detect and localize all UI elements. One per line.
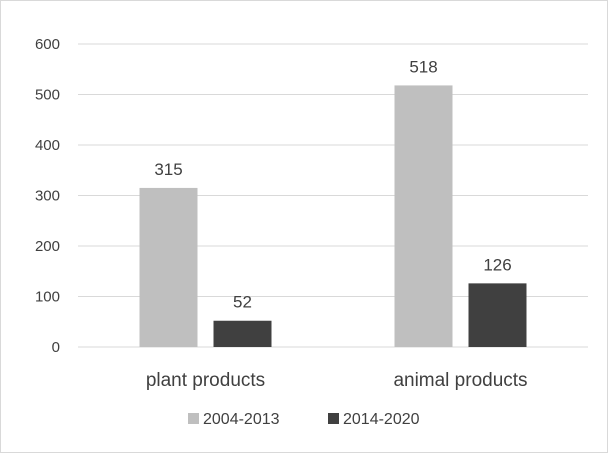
data-label: 126 [483, 255, 511, 274]
y-tick-label: 300 [35, 188, 60, 205]
y-axis-ticks: 0 100 200 300 400 500 600 [35, 36, 60, 356]
legend-swatch [328, 413, 339, 424]
data-label: 518 [409, 57, 437, 76]
legend-swatch [188, 413, 199, 424]
y-tick-label: 0 [52, 339, 60, 356]
x-axis-categories: plant products animal products [146, 370, 528, 391]
legend-label: 2014-2020 [343, 411, 420, 428]
legend-label: 2004-2013 [203, 411, 280, 428]
data-label: 315 [154, 160, 182, 179]
y-tick-label: 200 [35, 238, 60, 255]
y-tick-label: 100 [35, 289, 60, 306]
x-category-label: animal products [393, 370, 527, 391]
data-labels: 315 52 518 126 [154, 57, 511, 311]
bar-2014-2020-animal-products [468, 283, 527, 347]
bar-2014-2020-plant-products [213, 320, 272, 347]
data-label: 52 [233, 293, 252, 312]
x-category-label: plant products [146, 370, 265, 391]
y-tick-label: 600 [35, 36, 60, 53]
legend: 2004-2013 2014-2020 [188, 411, 420, 428]
bars [139, 85, 527, 347]
bar-2004-2013-plant-products [139, 187, 198, 347]
y-tick-label: 500 [35, 87, 60, 104]
y-tick-label: 400 [35, 137, 60, 154]
bar-2004-2013-animal-products [394, 85, 453, 347]
